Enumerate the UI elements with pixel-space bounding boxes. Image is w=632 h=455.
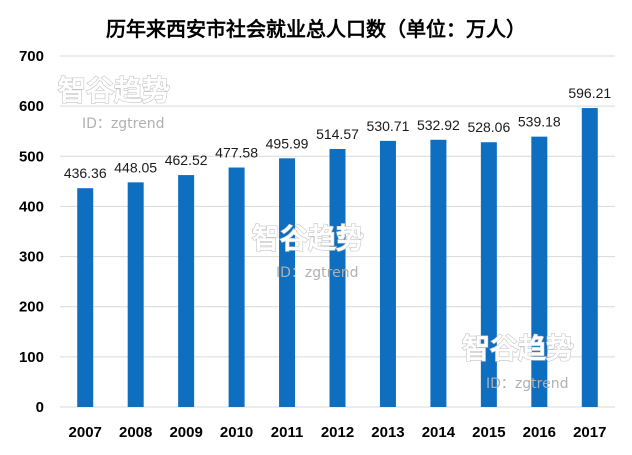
watermark-id: ID：zgtrend (276, 265, 358, 281)
data-label: 462.52 (165, 152, 208, 168)
bar (279, 158, 296, 407)
data-label: 495.99 (266, 135, 309, 151)
data-label: 528.06 (467, 119, 510, 135)
data-label: 530.71 (367, 118, 410, 134)
x-tick-label: 2015 (472, 424, 505, 441)
y-axis: 0 100 200 300 400 500 600 700 (19, 48, 44, 416)
x-tick-label: 2016 (523, 424, 556, 441)
bar (228, 167, 245, 407)
watermark-2: 智谷趋势 ID：zgtrend (251, 221, 364, 281)
x-tick-label: 2007 (69, 424, 102, 441)
bar (581, 108, 598, 407)
y-tick-label: 600 (19, 98, 44, 115)
bar (430, 139, 447, 407)
chart-title: 历年来西安市社会就业总人口数（单位：万人） (106, 17, 526, 41)
bar (178, 175, 195, 407)
data-label: 532.92 (417, 117, 460, 133)
data-label: 477.58 (215, 145, 258, 161)
watermark-title: 智谷趋势 (58, 74, 170, 107)
watermark-3: 智谷趋势 ID：zgtrend (461, 331, 574, 392)
y-tick-label: 200 (19, 299, 44, 316)
x-tick-label: 2014 (422, 424, 456, 441)
data-label: 514.57 (316, 126, 359, 142)
y-tick-label: 700 (19, 48, 44, 65)
x-axis: 2007 2008 2009 2010 2011 2012 2013 2014 2015 2016… (69, 424, 607, 441)
y-tick-label: 500 (19, 148, 44, 165)
x-tick-label: 2009 (169, 424, 202, 441)
bar (531, 136, 548, 407)
x-tick-label: 2010 (220, 424, 253, 441)
bar (480, 142, 497, 407)
bar-series (77, 108, 598, 407)
x-tick-label: 2008 (119, 424, 152, 441)
watermark-id: ID：zgtrend (82, 116, 164, 132)
bar (77, 188, 94, 407)
watermark-title: 智谷趋势 (462, 332, 574, 365)
y-tick-label: 300 (19, 249, 44, 266)
watermarks: 智谷趋势 ID：zgtrend 智谷趋势 ID：zgtrend 智谷趋势 ID：… (57, 73, 574, 392)
data-label: 539.18 (518, 114, 561, 130)
y-tick-label: 100 (19, 349, 44, 366)
x-tick-label: 2013 (371, 424, 404, 441)
data-label: 448.05 (114, 159, 157, 175)
y-tick-label: 400 (19, 198, 44, 215)
bar (379, 140, 396, 407)
data-label: 436.36 (64, 165, 107, 181)
bar (329, 148, 346, 407)
data-labels: 436.36 448.05 462.52 477.58 495.99 514.57 530.… (64, 85, 612, 181)
watermark-1: 智谷趋势 ID：zgtrend (57, 73, 170, 132)
bar (127, 182, 144, 407)
watermark-id: ID：zgtrend (486, 376, 568, 392)
data-label: 596.21 (568, 85, 611, 101)
y-tick-label: 0 (36, 399, 44, 416)
watermark-title: 智谷趋势 (252, 222, 364, 255)
x-tick-label: 2017 (573, 424, 606, 441)
x-tick-label: 2011 (271, 424, 304, 441)
x-tick-label: 2012 (321, 424, 354, 441)
